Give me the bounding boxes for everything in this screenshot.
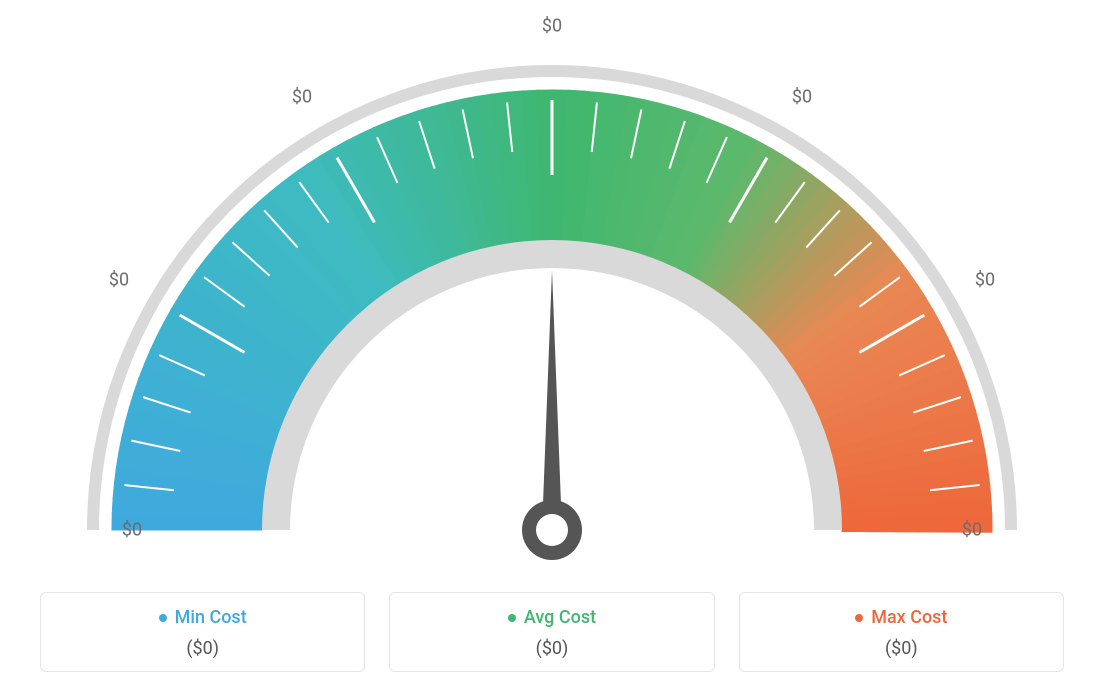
legend-value-max: ($0) — [750, 638, 1053, 659]
gauge-axis-label: $0 — [292, 86, 312, 107]
gauge-svg — [0, 0, 1104, 560]
legend-text-avg: Avg Cost — [524, 607, 596, 628]
legend-text-min: Min Cost — [175, 607, 247, 628]
legend-card-avg: Avg Cost ($0) — [389, 592, 714, 673]
legend-dot-max — [855, 614, 863, 622]
cost-gauge: $0 $0 $0 $0 $0 $0 $0 — [0, 0, 1104, 560]
legend-label-max: Max Cost — [855, 607, 947, 628]
gauge-axis-label: $0 — [542, 16, 562, 37]
legend-card-min: Min Cost ($0) — [40, 592, 365, 673]
gauge-axis-label: $0 — [122, 520, 142, 541]
gauge-axis-label: $0 — [975, 270, 995, 291]
gauge-axis-label: $0 — [792, 86, 812, 107]
legend-value-avg: ($0) — [400, 638, 703, 659]
legend-value-min: ($0) — [51, 638, 354, 659]
legend-card-max: Max Cost ($0) — [739, 592, 1064, 673]
gauge-axis-label: $0 — [109, 270, 129, 291]
legend-label-avg: Avg Cost — [508, 607, 596, 628]
legend-text-max: Max Cost — [871, 607, 947, 628]
gauge-axis-label: $0 — [962, 520, 982, 541]
legend-label-min: Min Cost — [159, 607, 247, 628]
legend-dot-min — [159, 614, 167, 622]
legend-dot-avg — [508, 614, 516, 622]
legend-row: Min Cost ($0) Avg Cost ($0) Max Cost ($0… — [40, 592, 1064, 673]
